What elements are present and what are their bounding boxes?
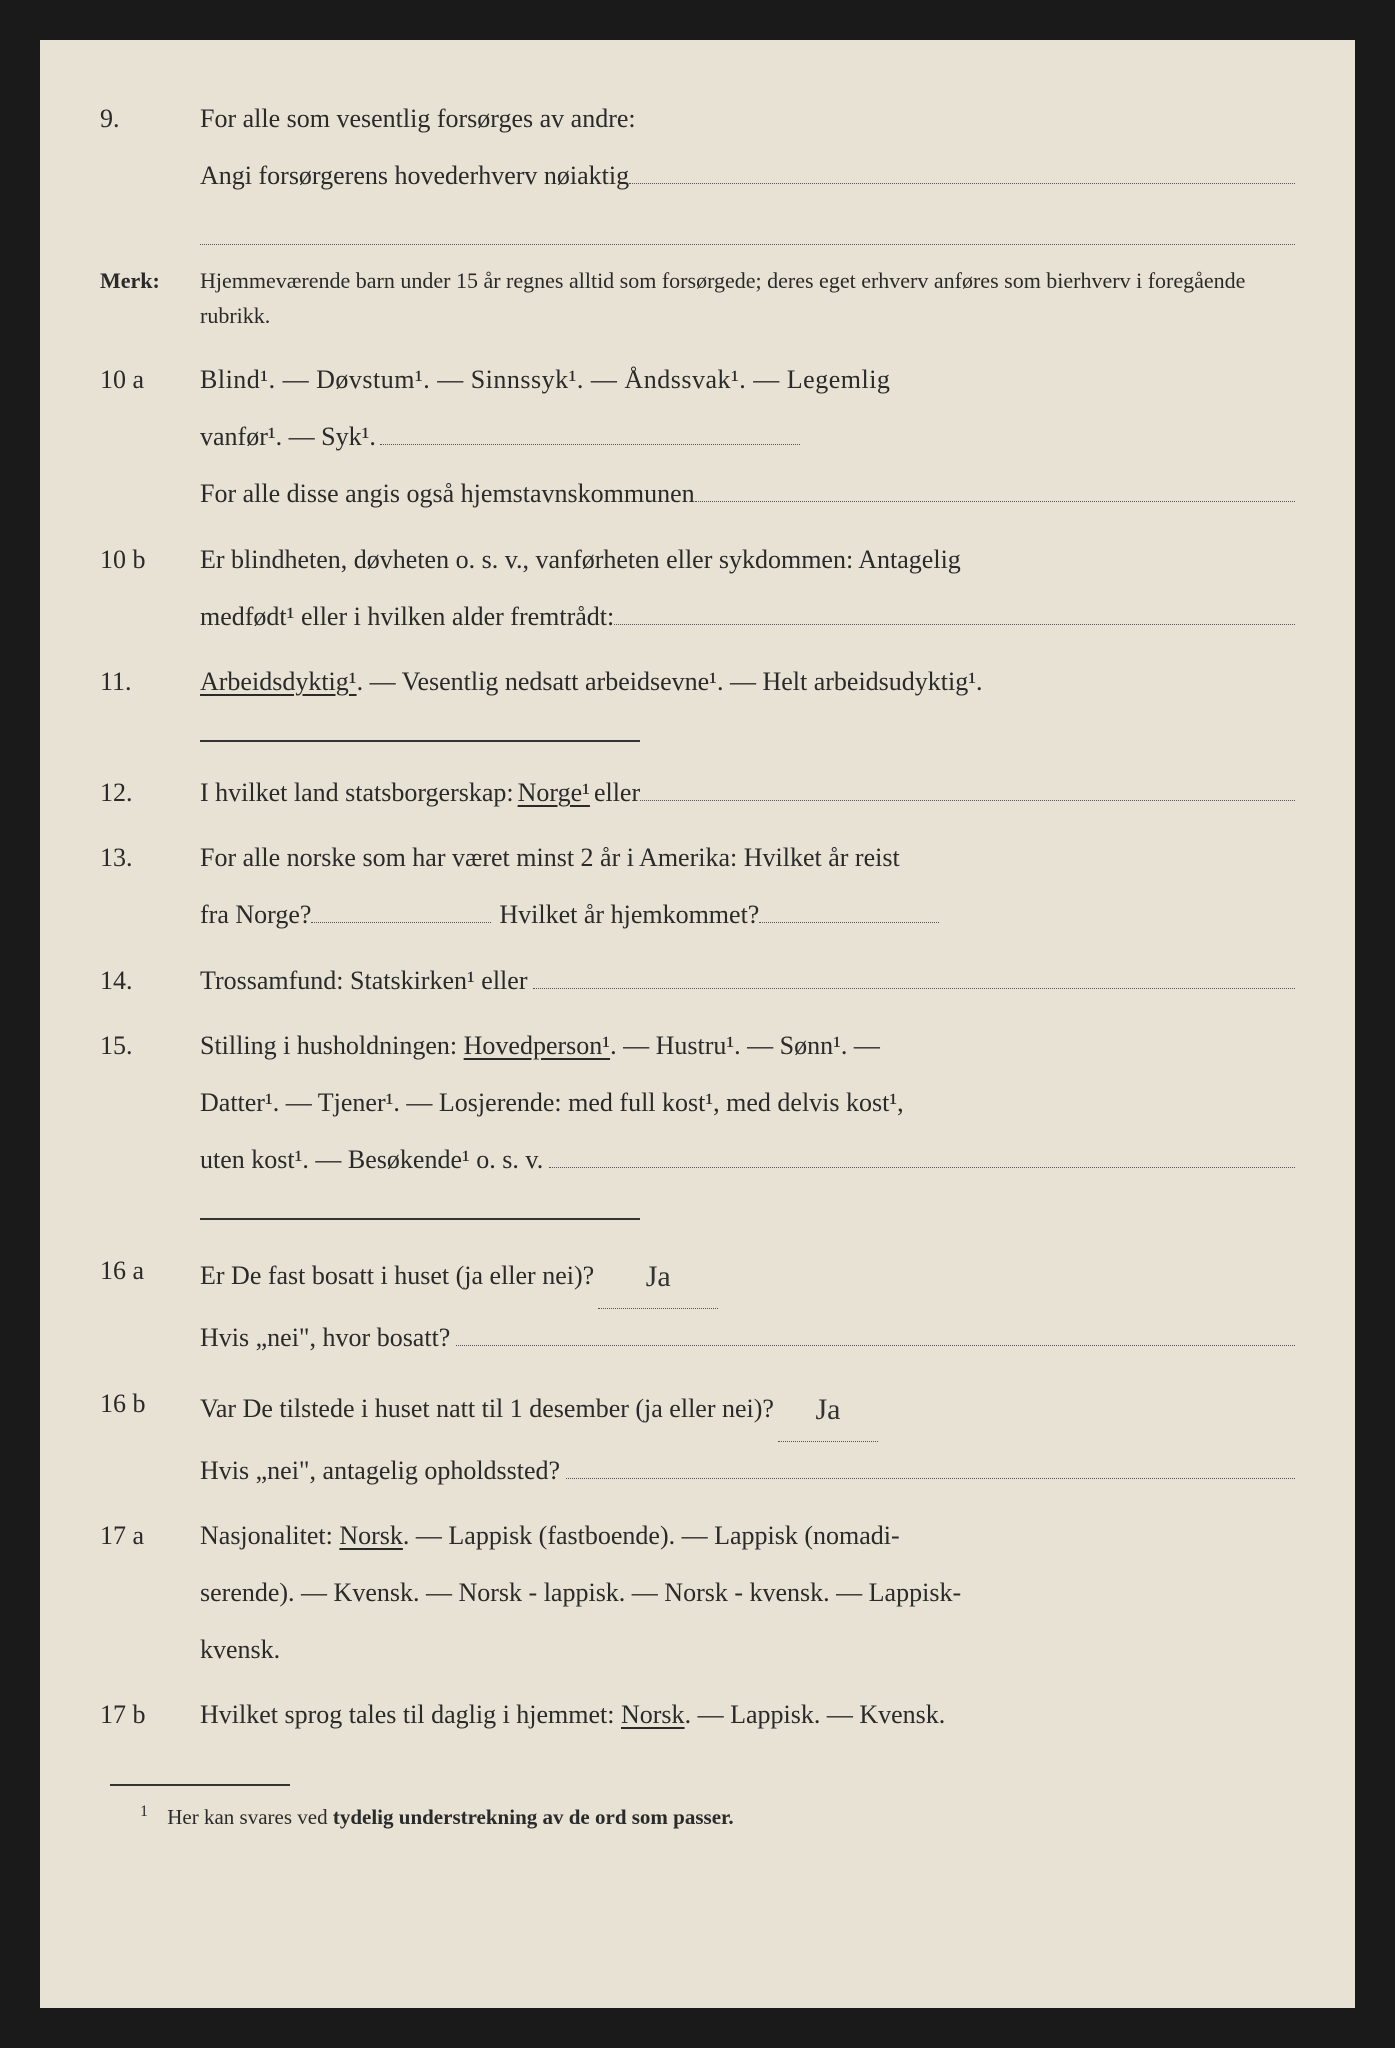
q16b-answer: Ja [815,1377,840,1443]
q15-line2: Datter¹. — Tjener¹. — Losjerende: med fu… [200,1074,1295,1131]
q17a-line3: kvensk. [200,1621,1295,1678]
section-rule-1 [200,740,640,742]
q11-number: 11. [100,653,200,710]
q17b-number: 17 b [100,1686,200,1743]
q16a-fill[interactable] [456,1317,1295,1347]
footnote-text-a: Her kan svares ved [167,1805,333,1829]
q14-fill[interactable] [533,959,1295,989]
footnote-rule [110,1784,290,1786]
q16b-answer-line[interactable]: Ja [778,1375,878,1442]
question-12: 12. I hvilket land statsborgerskap: Norg… [100,764,1295,821]
q10a-fill[interactable] [380,444,800,445]
q17a-a: Nasjonalitet: [200,1521,339,1550]
q9-line2: Angi forsørgerens hovederhverv nøiaktig [200,147,629,204]
q17a-line2: serende). — Kvensk. — Norsk - lappisk. —… [200,1564,1295,1621]
q15-hp: Hovedperson¹ [464,1031,610,1060]
question-17b: 17 b Hvilket sprog tales til daglig i hj… [100,1686,1295,1743]
q16a-answer: Ja [646,1244,671,1310]
q16a-number: 16 a [100,1242,200,1299]
q17b-b: . — Lappisk. — Kvensk. [685,1700,946,1729]
merk-text: Hjemmeværende barn under 15 år regnes al… [200,263,1295,333]
q17b-a: Hvilket sprog tales til daglig i hjemmet… [200,1700,621,1729]
q15-b: . — Hustru¹. — Sønn¹. — [610,1031,880,1060]
q17a-norsk: Norsk [339,1521,403,1550]
q9-blank-line[interactable] [200,212,1295,244]
q13-line2b: Hvilket år hjemkommet? [499,886,759,943]
q9-line1: For alle som vesentlig forsørges av andr… [200,90,1295,147]
q13-line2a: fra Norge? [200,886,311,943]
q12-a: I hvilket land statsborgerskap: [200,764,514,821]
question-16a: 16 a Er De fast bosatt i huset (ja eller… [100,1242,1295,1366]
question-13: 13. For alle norske som har været minst … [100,829,1295,943]
q10b-line1: Er blindheten, døvheten o. s. v., vanfør… [200,531,1295,588]
q10b-line2: medfødt¹ eller i hvilken alder fremtrådt… [200,588,614,645]
q15-number: 15. [100,1017,200,1074]
q14-number: 14. [100,952,200,1009]
q15-line3: uten kost¹. — Besøkende¹ o. s. v. [200,1131,543,1188]
q14-a: Trossamfund: Statskirken¹ eller [200,952,527,1009]
q10a-fill2[interactable] [695,473,1295,503]
q16b-a: Var De tilstede i huset natt til 1 desem… [200,1380,774,1437]
question-9: 9. For alle som vesentlig forsørges av a… [100,90,1295,204]
q16b-number: 16 b [100,1375,200,1432]
question-11: 11. Arbeidsdyktig¹. — Vesentlig nedsatt … [100,653,1295,710]
q15-fill[interactable] [549,1139,1295,1169]
q12-norge: Norge¹ [518,764,590,821]
q10a-line1: Blind¹. — Døvstum¹. — Sinnssyk¹. — Åndss… [200,351,1295,408]
footnote-text-b: tydelig understrekning av de ord som pas… [333,1805,734,1829]
q16a-answer-line[interactable]: Ja [598,1242,718,1309]
question-14: 14. Trossamfund: Statskirken¹ eller [100,952,1295,1009]
q12-fill[interactable] [640,771,1295,801]
q17a-b: . — Lappisk (fastboende). — Lappisk (nom… [403,1521,900,1550]
note-merk: Merk: Hjemmeværende barn under 15 år reg… [100,263,1295,333]
q17b-norsk: Norsk [621,1700,685,1729]
question-15: 15. Stilling i husholdningen: Hovedperso… [100,1017,1295,1189]
question-10b: 10 b Er blindheten, døvheten o. s. v., v… [100,531,1295,645]
q17a-number: 17 a [100,1507,200,1564]
section-rule-2 [200,1218,640,1220]
question-16b: 16 b Var De tilstede i huset natt til 1 … [100,1375,1295,1499]
q12-number: 12. [100,764,200,821]
q11-underlined: Arbeidsdyktig¹ [200,667,357,696]
footnote: 1 Her kan svares ved tydelig understrekn… [100,1794,1295,1840]
q16b-fill[interactable] [566,1449,1295,1479]
q12-b: eller [594,764,640,821]
q10b-number: 10 b [100,531,200,588]
q9-fill-line[interactable] [629,155,1295,185]
footnote-number: 1 [140,1803,148,1820]
q15-a: Stilling i husholdningen: [200,1031,464,1060]
question-10a: 10 a Blind¹. — Døvstum¹. — Sinnssyk¹. — … [100,351,1295,523]
q11-rest: . — Vesentlig nedsatt arbeidsevne¹. — He… [357,667,983,696]
q9-number: 9. [100,90,200,147]
q16a-a: Er De fast bosatt i huset (ja eller nei)… [200,1247,594,1304]
q13-fill-2[interactable] [759,922,939,923]
q13-number: 13. [100,829,200,886]
q10a-number: 10 a [100,351,200,408]
q13-line1: For alle norske som har været minst 2 år… [200,829,1295,886]
q10b-fill[interactable] [614,595,1295,625]
q13-fill-1[interactable] [311,922,491,923]
question-17a: 17 a Nasjonalitet: Norsk. — Lappisk (fas… [100,1507,1295,1679]
q10a-line3: For alle disse angis også hjemstavnskomm… [200,465,695,522]
q16b-b: Hvis „nei", antagelig opholdssted? [200,1442,560,1499]
q10a-line2: vanfør¹. — Syk¹. [200,408,376,465]
merk-label: Merk: [100,263,200,298]
q16a-b: Hvis „nei", hvor bosatt? [200,1309,450,1366]
form-page: 9. For alle som vesentlig forsørges av a… [40,40,1355,2008]
